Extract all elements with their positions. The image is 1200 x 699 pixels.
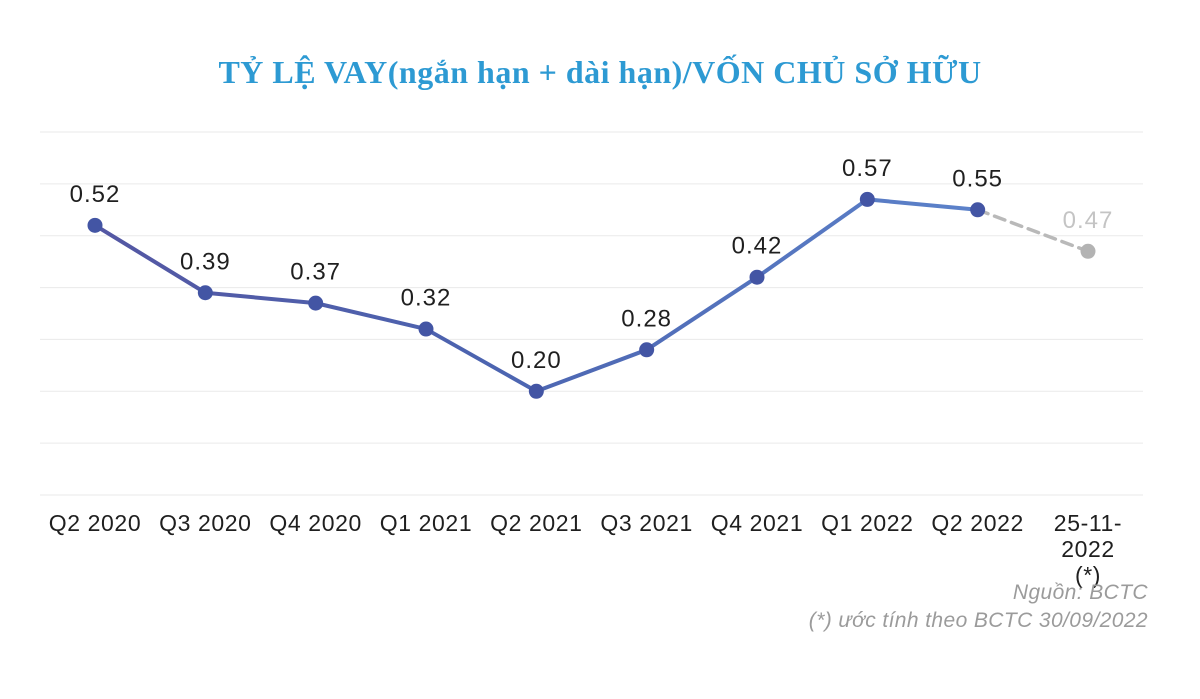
estimate-value-label: 0.47 [1063, 207, 1114, 234]
data-point [418, 321, 434, 337]
x-axis-label: Q1 2021 [379, 510, 473, 536]
chart-title: TỶ LỆ VAY(ngắn hạn + dài hạn)/VỐN CHỦ SỞ… [218, 54, 982, 90]
x-axis-label: Q2 2021 [490, 510, 583, 536]
x-axis-label: Q3 2021 [600, 510, 693, 536]
data-point [749, 269, 765, 285]
estimate-dashed-line [975, 208, 1090, 254]
source-note: Nguồn: BCTC [1012, 581, 1148, 604]
data-point [859, 191, 875, 207]
value-label: 0.37 [290, 259, 341, 286]
data-point-estimate [1080, 243, 1096, 259]
data-point [528, 383, 544, 399]
value-label: 0.55 [952, 165, 1003, 192]
estimate-note: (*) ước tính theo BCTC 30/09/2022 [808, 609, 1148, 632]
value-label: 0.52 [70, 181, 121, 208]
value-label: 0.32 [401, 285, 452, 312]
data-point [197, 285, 213, 301]
value-label: 0.57 [842, 155, 893, 182]
value-label: 0.28 [621, 305, 672, 332]
x-axis-label: Q1 2022 [821, 510, 914, 536]
value-label: 0.42 [732, 233, 783, 260]
value-label: 0.20 [511, 347, 562, 374]
data-point [639, 342, 655, 358]
data-point [308, 295, 324, 311]
value-label: 0.39 [180, 248, 231, 275]
x-axis-label: Q4 2021 [710, 510, 804, 536]
x-axis-label: 25-11-2022 (*) [1053, 510, 1123, 588]
x-axis-label: Q2 2022 [931, 510, 1024, 536]
x-axis-label: Q4 2020 [269, 510, 362, 536]
data-point [87, 217, 103, 233]
x-axis-label: Q2 2020 [48, 510, 142, 536]
data-point [970, 202, 986, 218]
x-axis-label: Q3 2020 [159, 510, 252, 536]
chart-footnote: Nguồn: BCTC (*) ước tính theo BCTC 30/09… [809, 579, 1148, 635]
